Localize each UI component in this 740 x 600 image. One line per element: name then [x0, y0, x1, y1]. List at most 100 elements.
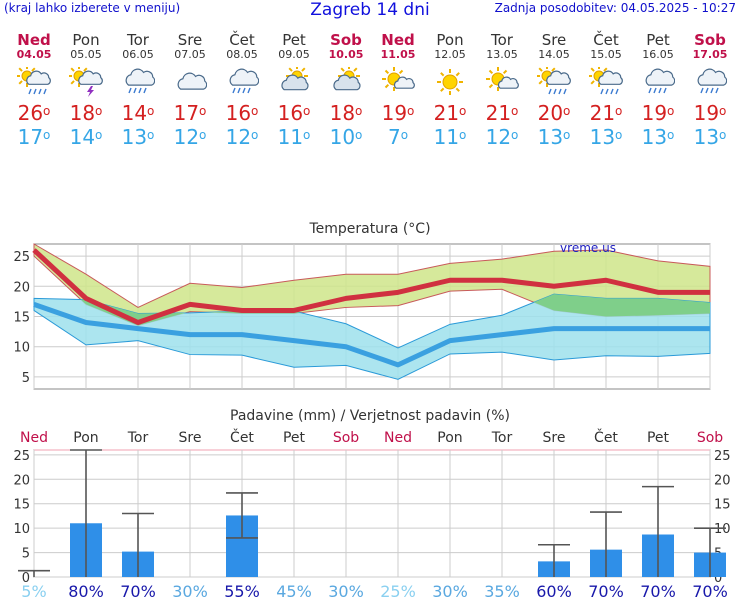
day-date: 05.05: [70, 48, 102, 61]
precipitation-probability: 45%: [276, 582, 312, 600]
y-tick-label-right: 15: [714, 498, 731, 513]
min-temperature-value: 10: [329, 125, 356, 149]
watermark: vreme.us: [560, 241, 616, 255]
max-temperature-value: 19: [693, 101, 720, 125]
max-temperature-value: 19: [641, 101, 668, 125]
precipitation-probability: 55%: [224, 582, 260, 600]
day-name: Pon: [72, 31, 100, 49]
degree-sign: o: [511, 104, 519, 118]
y-tick-label: 15: [13, 311, 30, 326]
degree-sign: o: [459, 104, 467, 118]
day-name: Sre: [541, 31, 567, 49]
y-tick-label-left: 0: [22, 571, 30, 586]
max-temperature: 17o: [164, 101, 216, 125]
x-tick-label: Sob: [333, 430, 359, 446]
precipitation-probability: 30%: [328, 582, 364, 600]
max-temperature: 16o: [268, 101, 320, 125]
max-temperature: 21o: [476, 101, 528, 125]
day-name: Čet: [593, 31, 619, 49]
min-temperature: 13o: [580, 125, 632, 149]
day-name: Ned: [381, 31, 415, 49]
day-date: 14.05: [538, 48, 570, 61]
degree-sign: o: [43, 128, 51, 142]
day-date: 16.05: [642, 48, 674, 61]
day-column: Tor 13.05 21o 12o: [476, 32, 528, 149]
day-column: Čet 15.05 21o 13o: [580, 32, 632, 149]
max-temperature: 18o: [60, 101, 112, 125]
location-hint[interactable]: (kraj lahko izberete v meniju): [4, 1, 181, 15]
degree-sign: o: [95, 104, 103, 118]
x-tick-label: Pet: [283, 430, 306, 446]
min-temperature: 11o: [424, 125, 476, 149]
day-column: Sre 07.05 17o 12o: [164, 32, 216, 149]
x-tick-label: Pet: [647, 430, 670, 446]
min-temperature: 11o: [268, 125, 320, 149]
degree-sign: o: [667, 104, 675, 118]
y-tick-label-left: 25: [13, 449, 30, 464]
x-tick-label: Ned: [384, 430, 412, 446]
degree-sign: o: [355, 104, 363, 118]
y-tick-label-left: 20: [13, 473, 30, 488]
day-column: Pet 16.05 19o 13o: [632, 32, 684, 149]
precipitation-probability: 70%: [120, 582, 156, 600]
sun-cloud-thunder-icon: [68, 65, 103, 97]
max-temperature: 14o: [112, 101, 164, 125]
max-temperature: 19o: [684, 101, 736, 125]
min-temperature-value: 13: [589, 125, 616, 149]
precipitation-probability: 25%: [380, 582, 416, 600]
precipitation-probability: 70%: [588, 582, 624, 600]
x-tick-label: Pon: [437, 430, 462, 446]
day-column: Pon 12.05 21o 11o: [424, 32, 476, 149]
day-date: 15.05: [590, 48, 622, 61]
degree-sign: o: [563, 104, 571, 118]
day-date: 11.05: [380, 48, 416, 61]
max-temperature-line: [32, 248, 710, 326]
y-tick-label-right: 0: [714, 571, 722, 586]
min-temperature: 13o: [112, 125, 164, 149]
x-tick-label: Čet: [594, 428, 618, 446]
min-temperature: 10o: [320, 125, 372, 149]
degree-sign: o: [719, 104, 727, 118]
sun-cloud-icon: [277, 65, 311, 97]
degree-sign: o: [355, 128, 363, 142]
min-temperature-value: 13: [641, 125, 668, 149]
min-temperature: 7o: [372, 125, 424, 149]
x-tick-label: Pon: [73, 430, 98, 446]
degree-sign: o: [615, 128, 623, 142]
y-tick-label-right: 10: [714, 522, 731, 537]
degree-sign: o: [199, 104, 207, 118]
min-temperature: 13o: [684, 125, 736, 149]
day-date: 13.05: [486, 48, 518, 61]
x-tick-label: Sre: [543, 430, 566, 446]
degree-sign: o: [563, 128, 571, 142]
page-title: Zagreb 14 dni: [310, 0, 430, 20]
temperature-chart: Temperatura (°C) 5 10 15 20 25 vreme.us: [13, 221, 711, 390]
precipitation-probability: 60%: [536, 582, 572, 600]
cloud-rain-icon: [121, 67, 156, 97]
max-temperature: 21o: [580, 101, 632, 125]
max-temperature: 21o: [424, 101, 476, 125]
precipitation-probability: 30%: [432, 582, 468, 600]
degree-sign: o: [147, 104, 155, 118]
x-tick-label: Čet: [230, 428, 254, 446]
degree-sign: o: [667, 128, 675, 142]
degree-sign: o: [400, 128, 409, 142]
sun-cloud-rain-icon: [536, 65, 571, 97]
day-column: Ned 11.05 19o 7o: [372, 32, 424, 149]
degree-sign: o: [147, 128, 155, 142]
day-name: Sob: [694, 31, 726, 49]
y-tick-label-right: 20: [714, 473, 731, 488]
y-tick-label: 10: [13, 341, 30, 356]
precipitation-chart: Padavine (mm) / Verjetnost padavin (%) 0…: [13, 408, 731, 600]
degree-sign: o: [615, 104, 623, 118]
day-date: 07.05: [174, 48, 206, 61]
day-name: Tor: [491, 31, 513, 49]
max-temperature: 20o: [528, 101, 580, 125]
max-temperature: 18o: [320, 101, 372, 125]
x-tick-label: Ned: [20, 430, 48, 446]
degree-sign: o: [459, 128, 467, 142]
day-name: Čet: [229, 31, 255, 49]
degree-sign: o: [43, 104, 51, 118]
min-temperature: 13o: [528, 125, 580, 149]
degree-sign: o: [303, 104, 311, 118]
